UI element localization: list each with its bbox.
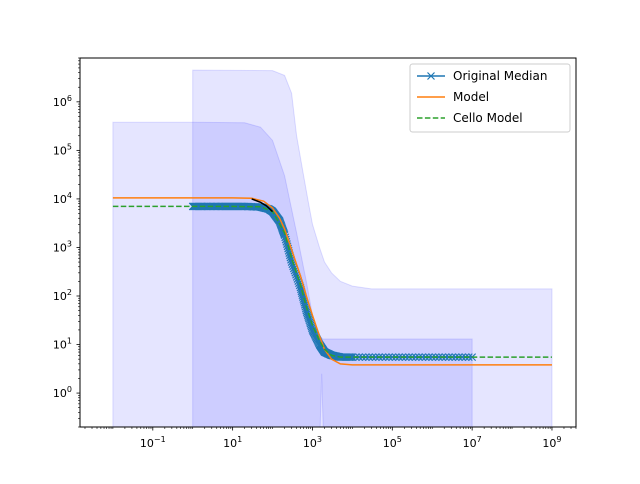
y-tick-base: 10 — [53, 290, 67, 303]
x-tick-base: 10 — [223, 437, 237, 450]
x-tick-base: 10 — [303, 437, 317, 450]
y-tick-exponent: 6 — [67, 94, 72, 103]
series-marker-original-median — [458, 353, 467, 362]
x-tick-label: 107 — [463, 435, 482, 450]
x-tick-label: 10−1 — [140, 435, 166, 450]
legend-marker-x-icon — [427, 72, 435, 80]
series-marker-original-median — [365, 353, 373, 362]
y-tick-exponent: 4 — [67, 191, 72, 200]
x-tick-exponent: 5 — [397, 435, 402, 444]
series-marker-original-median — [434, 353, 443, 362]
y-tick-exponent: 0 — [67, 385, 72, 394]
x-tick-base: 10 — [140, 437, 154, 450]
series-marker-original-median — [293, 275, 302, 283]
x-tick-base: 10 — [542, 437, 556, 450]
x-tick-label: 103 — [303, 435, 322, 450]
y-tick-label: 100 — [53, 385, 72, 400]
y-tick-base: 10 — [53, 387, 67, 400]
legend-label: Model — [453, 90, 489, 104]
series-marker-original-median — [348, 353, 357, 362]
y-tick-label: 102 — [53, 288, 72, 303]
y-tick-label: 105 — [53, 142, 72, 157]
legend-label: Original Median — [453, 69, 547, 83]
series-line-annotation-segment — [251, 198, 274, 213]
series-marker-original-median — [418, 353, 427, 362]
x-tick-exponent: 1 — [237, 435, 242, 444]
series-marker-original-median — [411, 353, 420, 362]
y-tick-base: 10 — [53, 339, 67, 352]
y-tick-label: 101 — [53, 337, 72, 352]
legend: Original Median Model Cello Model — [409, 63, 571, 133]
plot-frame — [79, 57, 577, 428]
series-marker-original-median — [395, 353, 403, 362]
y-tick-label: 103 — [53, 239, 72, 254]
x-tick-exponent: 7 — [477, 435, 482, 444]
legend-label: Cello Model — [453, 111, 523, 125]
x-tick-base: 10 — [463, 437, 477, 450]
x-tick-label: 109 — [542, 435, 561, 450]
x-tick-exponent: 3 — [317, 435, 322, 444]
y-tick-base: 10 — [53, 144, 67, 157]
y-tick-base: 10 — [53, 241, 67, 254]
y-tick-exponent: 1 — [67, 337, 72, 346]
x-axis: 10−1 101 103 105 107 109 — [84, 427, 577, 450]
x-tick-exponent: 9 — [556, 435, 561, 444]
series-marker-original-median — [355, 353, 363, 362]
series-marker-original-median — [428, 353, 437, 362]
y-tick-exponent: 5 — [67, 142, 72, 151]
x-tick-label: 101 — [223, 435, 242, 450]
series-lines — [112, 197, 552, 366]
x-tick-label: 105 — [383, 435, 402, 450]
x-tick-exponent: −1 — [154, 435, 166, 444]
legend-box — [409, 63, 571, 133]
y-tick-exponent: 3 — [67, 239, 72, 248]
series-marker-original-median — [288, 260, 297, 269]
series-line-model — [112, 197, 552, 366]
x-tick-base: 10 — [383, 437, 397, 450]
y-tick-label: 104 — [53, 191, 72, 206]
band-outer — [192, 69, 553, 427]
series-marker-original-median — [451, 353, 460, 362]
y-tick-exponent: 2 — [67, 288, 72, 297]
series-marker-original-median — [371, 353, 380, 362]
series-marker-original-median — [290, 266, 299, 275]
y-tick-base: 10 — [53, 193, 67, 206]
y-tick-base: 10 — [53, 96, 67, 109]
y-tick-label: 106 — [53, 94, 72, 109]
series-marker-original-median — [388, 353, 397, 362]
